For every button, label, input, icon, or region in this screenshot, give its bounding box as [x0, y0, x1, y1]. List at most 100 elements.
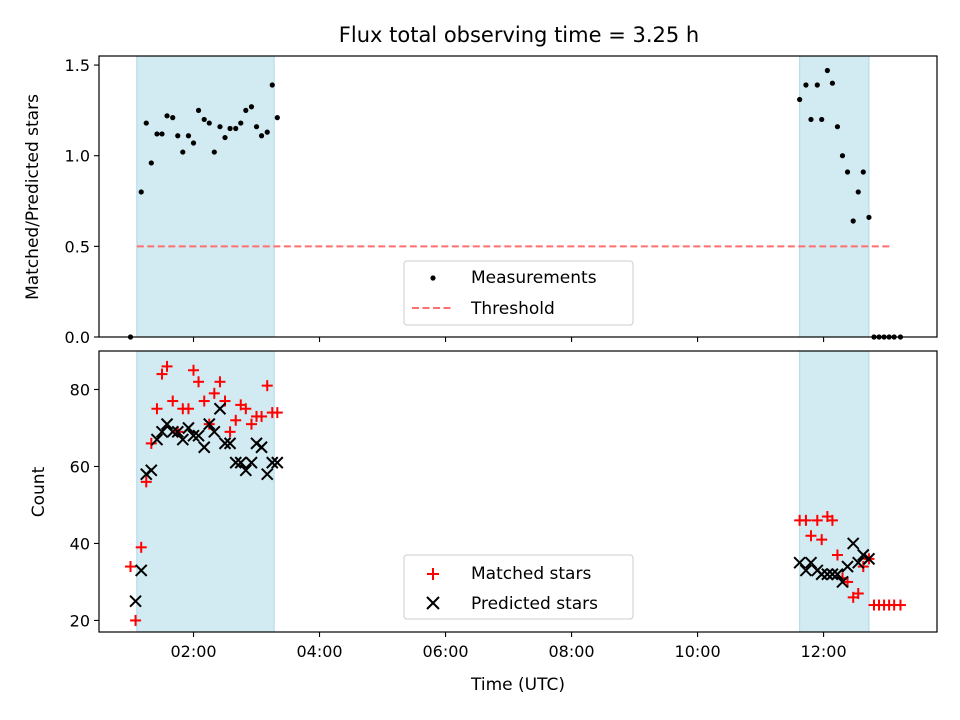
predicted-star-point — [155, 425, 169, 439]
bottom-x-ticks: 02:00 04:00 06:00 08:00 10:00 12:00 — [170, 632, 847, 661]
predicted-star-point — [261, 467, 274, 481]
bottom-x-tick-label: 12:00 — [801, 642, 847, 661]
matched-star-point — [140, 476, 152, 488]
matched-star-point — [182, 403, 194, 415]
measurement-point — [824, 67, 830, 74]
predicted-star-point — [166, 425, 179, 439]
legend-threshold-label: Threshold — [470, 299, 555, 319]
measurement-point — [148, 160, 154, 166]
predicted-star-point — [831, 568, 844, 581]
predicted-star-point — [862, 552, 876, 566]
top-panel: 0.0 0.5 1.0 1.5 Matched/Predicted stars Mea… — [23, 55, 938, 347]
predicted-star-point — [234, 456, 247, 469]
measurement-point — [138, 189, 144, 195]
matched-star-point — [130, 614, 142, 626]
measurement-point — [850, 218, 856, 224]
legend-predicted-marker — [426, 596, 440, 610]
shaded-region-top-1 — [799, 55, 870, 338]
bottom-legend: Matched stars Predicted stars — [403, 554, 634, 620]
measurement-point — [839, 153, 846, 159]
matched-star-point — [831, 549, 843, 561]
measurement-point — [233, 125, 239, 132]
predicted-star-point — [245, 456, 258, 469]
measurement-point — [180, 149, 186, 155]
measurement-point — [175, 133, 181, 139]
measurement-point — [217, 124, 223, 130]
measurement-point — [253, 124, 260, 130]
matched-star-point — [198, 395, 210, 407]
matched-star-point — [245, 418, 257, 430]
matched-star-point — [208, 387, 220, 399]
legend-matched-label: Matched stars — [471, 564, 591, 584]
predicted-star-point — [852, 556, 865, 569]
top-x-ticks — [192, 337, 825, 342]
measurement-point — [201, 116, 207, 123]
legend-measurements-label: Measurements — [471, 268, 597, 288]
chart-title: Flux total observing time = 3.25 h — [339, 23, 699, 47]
predicted-star-point — [271, 456, 284, 469]
predicted-star-point — [208, 425, 221, 439]
measurement-point — [819, 116, 825, 123]
measurement-point — [855, 189, 861, 195]
matched-star-point — [240, 403, 252, 415]
predicted-star-point — [203, 417, 216, 431]
predicted-star-point — [836, 575, 849, 589]
top-y-tick-label: 0.5 — [65, 237, 90, 256]
predicted-star-point — [857, 548, 870, 562]
matched-star-point — [145, 437, 157, 449]
predicted-star-point — [145, 464, 158, 477]
measurement-point — [866, 214, 872, 220]
measurement-point — [264, 129, 270, 135]
bottom-y-tick-label: 60 — [70, 457, 90, 476]
measurement-point — [269, 82, 275, 88]
predicted-star-point — [182, 421, 195, 435]
measurement-point — [860, 169, 866, 175]
measurement-point — [185, 133, 192, 139]
matched-star-point — [188, 364, 200, 376]
x-axis-label: Time (UTC) — [470, 675, 565, 695]
matched-star-point — [161, 360, 173, 372]
legend-predicted-label: Predicted stars — [471, 594, 598, 614]
bottom-axes-frame — [98, 350, 938, 633]
measurement-point — [211, 149, 217, 155]
bottom-y-axis-label: Count — [29, 466, 49, 517]
matched-star-point — [135, 541, 147, 553]
matched-star-point — [816, 534, 828, 546]
measurement-point — [222, 134, 228, 141]
measurement-point — [143, 120, 149, 126]
matched-star-point — [224, 426, 236, 438]
measurement-point — [190, 140, 197, 146]
matched-star-point — [805, 530, 817, 542]
predicted-star-point — [239, 464, 253, 477]
top-shaded-regions — [136, 55, 870, 338]
measurement-point — [829, 80, 836, 86]
measurement-point — [170, 115, 176, 121]
matched-star-point — [167, 395, 179, 407]
matched-star-point — [261, 380, 273, 392]
top-y-axis-label: Matched/Predicted stars — [23, 94, 43, 300]
predicted-star-point — [171, 425, 184, 439]
predicted-star-point — [129, 594, 142, 608]
shaded-region-top-0 — [136, 55, 275, 338]
predicted-star-point — [846, 537, 860, 550]
predicted-star-point — [176, 433, 190, 446]
predicted-star-point — [150, 433, 164, 446]
matched-star-point — [826, 514, 838, 526]
measurement-point — [227, 125, 233, 132]
bottom-x-tick-label: 10:00 — [675, 642, 721, 661]
measurement-point — [803, 82, 809, 88]
bottom-y-ticks: 20 40 60 80 — [70, 380, 99, 630]
top-y-ticks: 0.0 0.5 1.0 1.5 — [65, 56, 99, 347]
predicted-star-point — [229, 456, 242, 469]
top-legend: Measurements Threshold — [403, 260, 634, 326]
measurement-point — [195, 107, 202, 113]
measurement-point — [844, 169, 851, 175]
bottom-x-tick-label: 08:00 — [549, 642, 595, 661]
measurement-point — [243, 107, 249, 113]
predicted-star-point — [821, 568, 834, 581]
matched-star-point — [811, 514, 823, 526]
predicted-star-point — [192, 429, 205, 442]
count-points — [125, 360, 906, 626]
